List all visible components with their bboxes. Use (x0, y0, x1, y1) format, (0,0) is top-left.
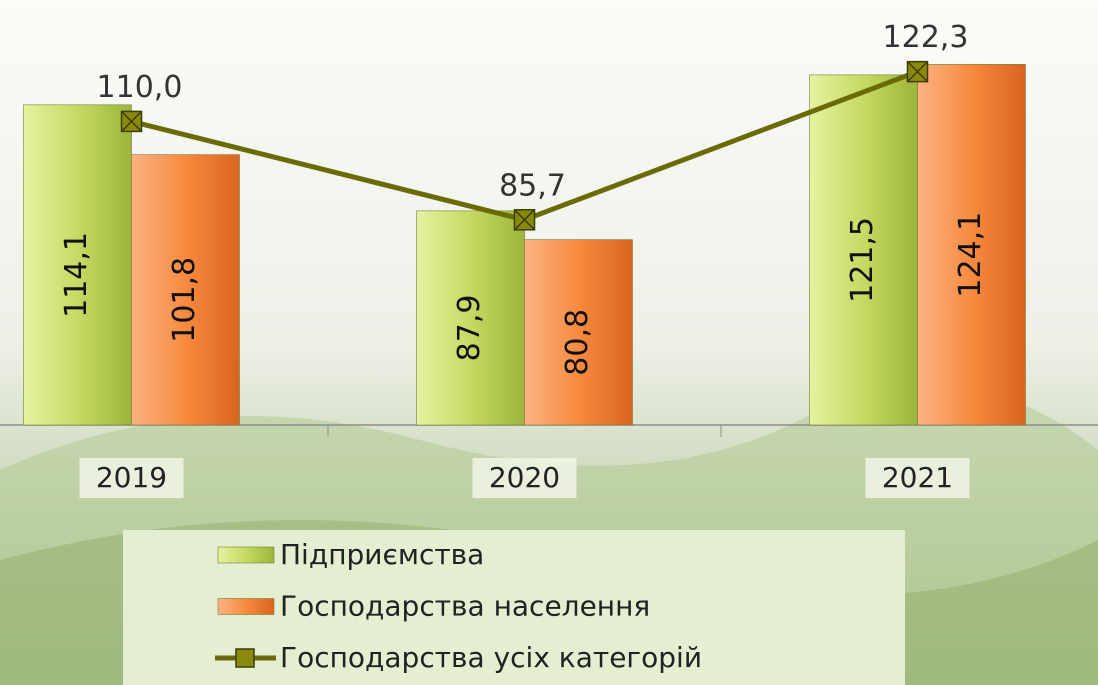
data-label: 87,9 (452, 295, 487, 362)
data-label: 124,1 (953, 212, 988, 298)
data-label: 114,1 (59, 232, 94, 318)
legend-marker (236, 649, 254, 667)
marker (908, 62, 928, 82)
data-label: 80,8 (560, 309, 595, 376)
chart: 2019 2020 2021 114,1 87,9 121,5 101,8 80,8 124,1… (0, 0, 1098, 685)
legend-label: Підприємства (280, 538, 484, 571)
x-tick-label: 2020 (489, 461, 560, 494)
marker (515, 210, 535, 230)
legend-swatch (218, 599, 274, 615)
data-label: 122,3 (883, 20, 969, 55)
data-label: 121,5 (845, 217, 880, 303)
page: {"chart_data": {"type": "bar", "categori… (0, 0, 1098, 685)
data-label: 85,7 (499, 168, 566, 203)
legend-label: Господарства населення (280, 590, 650, 623)
marker (122, 111, 142, 131)
x-tick-label: 2021 (882, 461, 953, 494)
data-label: 101,8 (167, 257, 202, 343)
legend-swatch (218, 547, 274, 563)
legend-label: Господарства усіх категорій (280, 641, 702, 674)
x-tick-label: 2019 (96, 461, 167, 494)
data-label: 110,0 (97, 70, 183, 105)
